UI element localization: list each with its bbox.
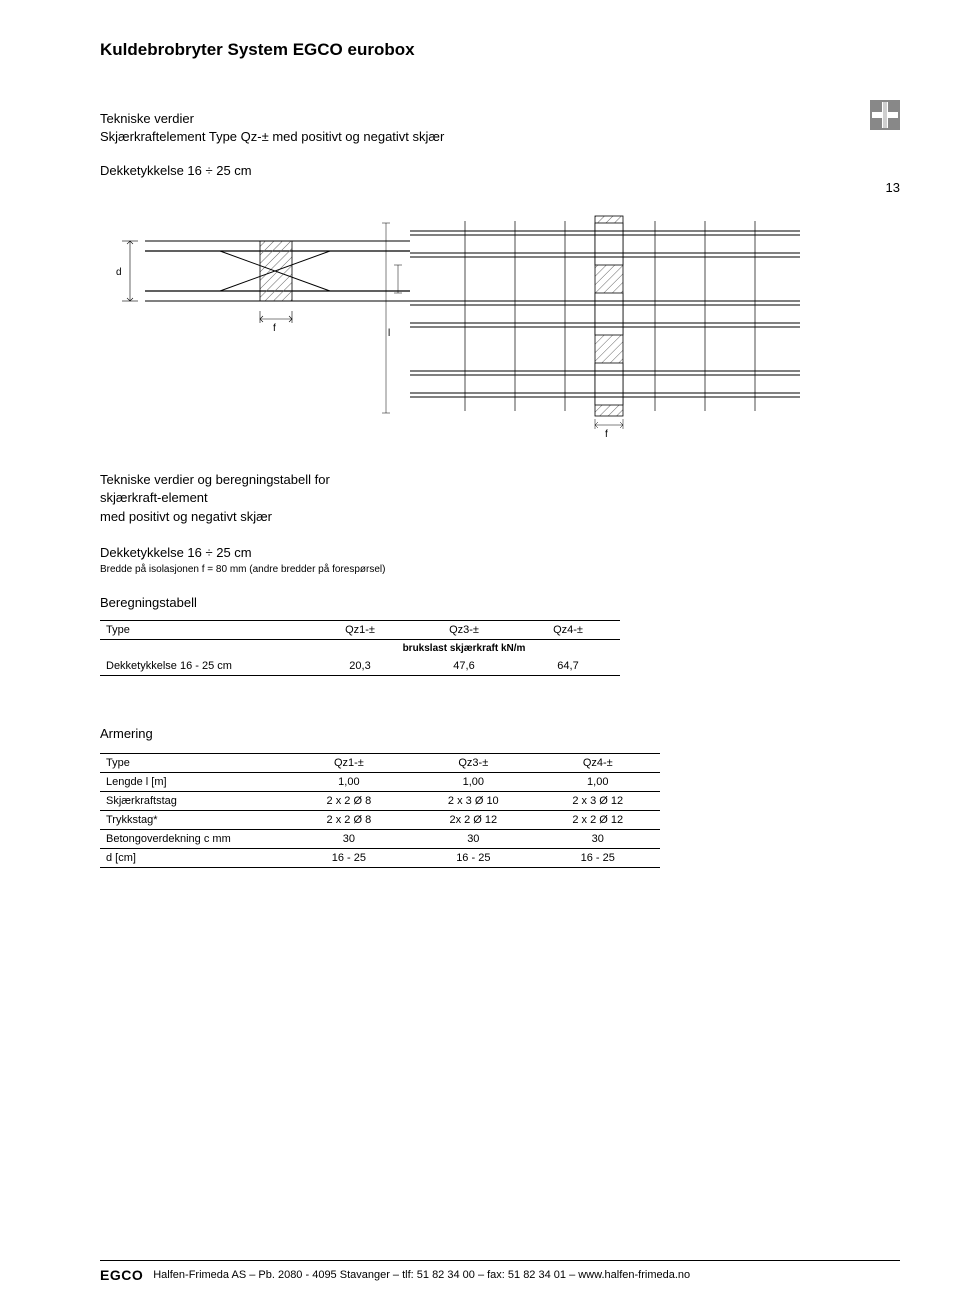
table-row: Dekketykkelse 16 - 25 cm 20,3 47,6 64,7 <box>100 657 620 676</box>
row-label: Skjærkraftstag <box>100 792 287 811</box>
th-qz3: Qz3-± <box>411 754 535 773</box>
diagram-plan-view: l <box>380 211 800 411</box>
intro-line-2: Skjærkraftelement Type Qz-± med positivt… <box>100 128 900 146</box>
label-l: l <box>388 328 390 339</box>
sec2-line3: med positivt og negativt skjær <box>100 508 900 527</box>
th-qz1: Qz1-± <box>287 754 411 773</box>
table-row: Trykkstag* 2 x 2 Ø 8 2x 2 Ø 12 2 x 2 Ø 1… <box>100 811 660 830</box>
row-label: d [cm] <box>100 849 287 868</box>
cell: 2 x 2 Ø 12 <box>536 811 660 830</box>
th-type: Type <box>100 754 287 773</box>
intro-block: Tekniske verdier Skjærkraftelement Type … <box>100 110 900 181</box>
row-label: Trykkstag* <box>100 811 287 830</box>
page-title: Kuldebrobryter System EGCO eurobox <box>100 40 900 60</box>
cell: 1,00 <box>287 773 411 792</box>
page-number: 13 <box>886 180 900 195</box>
plus-icon <box>870 100 900 130</box>
sec2-line1: Tekniske verdier og beregningstabell for <box>100 471 900 490</box>
cell: 16 - 25 <box>287 849 411 868</box>
table-row: Lengde l [m] 1,00 1,00 1,00 <box>100 773 660 792</box>
sec2-sub1: Dekketykkelse 16 ÷ 25 cm <box>100 545 900 560</box>
page-footer: EGCO Halfen-Frimeda AS – Pb. 2080 - 4095… <box>100 1260 900 1283</box>
th-type: Type <box>100 621 308 640</box>
label-d: d <box>116 267 122 278</box>
sec2-line2: skjærkraft-element <box>100 489 900 508</box>
th-qz3: Qz3-± <box>412 621 516 640</box>
cell: 1,00 <box>411 773 535 792</box>
cell: 20,3 <box>308 657 412 676</box>
table-row: Skjærkraftstag 2 x 2 Ø 8 2 x 3 Ø 10 2 x … <box>100 792 660 811</box>
table-row: Type Qz1-± Qz3-± Qz4-± <box>100 621 620 640</box>
table-caption: brukslast skjærkraft kN/m <box>308 640 620 658</box>
th-qz4: Qz4-± <box>536 754 660 773</box>
sec2-subhead: Beregningstabell <box>100 595 900 610</box>
table-row: Type Qz1-± Qz3-± Qz4-± <box>100 754 660 773</box>
diagrams-row: d <box>100 211 900 411</box>
label-f2: f <box>605 429 608 440</box>
table-row: brukslast skjærkraft kN/m <box>100 640 620 658</box>
diagram-side-view: d <box>100 211 350 331</box>
table-row: Betongoverdekning c mm 30 30 30 <box>100 830 660 849</box>
cell: 16 - 25 <box>411 849 535 868</box>
section-calc: Tekniske verdier og beregningstabell for… <box>100 471 900 677</box>
row-label: Dekketykkelse 16 - 25 cm <box>100 657 308 676</box>
cell: 16 - 25 <box>536 849 660 868</box>
cell: 1,00 <box>536 773 660 792</box>
row-label: Betongoverdekning c mm <box>100 830 287 849</box>
armering-section: Armering Type Qz1-± Qz3-± Qz4-± Lengde l… <box>100 726 900 868</box>
cell: 2 x 3 Ø 10 <box>411 792 535 811</box>
label-f1: f <box>273 323 276 334</box>
row-label: Lengde l [m] <box>100 773 287 792</box>
cell: 47,6 <box>412 657 516 676</box>
footer-text: Halfen-Frimeda AS – Pb. 2080 - 4095 Stav… <box>153 1269 690 1281</box>
cell: 64,7 <box>516 657 620 676</box>
intro-line-3: Dekketykkelse 16 ÷ 25 cm <box>100 162 900 180</box>
intro-line-1: Tekniske verdier <box>100 110 900 128</box>
cell: 2 x 2 Ø 8 <box>287 811 411 830</box>
table-row: d [cm] 16 - 25 16 - 25 16 - 25 <box>100 849 660 868</box>
armering-title: Armering <box>100 726 900 741</box>
th-qz1: Qz1-± <box>308 621 412 640</box>
calc-table: Type Qz1-± Qz3-± Qz4-± brukslast skjærkr… <box>100 620 620 676</box>
th-qz4: Qz4-± <box>516 621 620 640</box>
cell: 30 <box>536 830 660 849</box>
cell: 30 <box>411 830 535 849</box>
sec2-note: Bredde på isolasjonen f = 80 mm (andre b… <box>100 564 900 575</box>
footer-logo: EGCO <box>100 1267 143 1283</box>
cell: 2 x 3 Ø 12 <box>536 792 660 811</box>
armering-table: Type Qz1-± Qz3-± Qz4-± Lengde l [m] 1,00… <box>100 753 660 868</box>
cell: 2 x 2 Ø 8 <box>287 792 411 811</box>
cell: 2x 2 Ø 12 <box>411 811 535 830</box>
cell: 30 <box>287 830 411 849</box>
